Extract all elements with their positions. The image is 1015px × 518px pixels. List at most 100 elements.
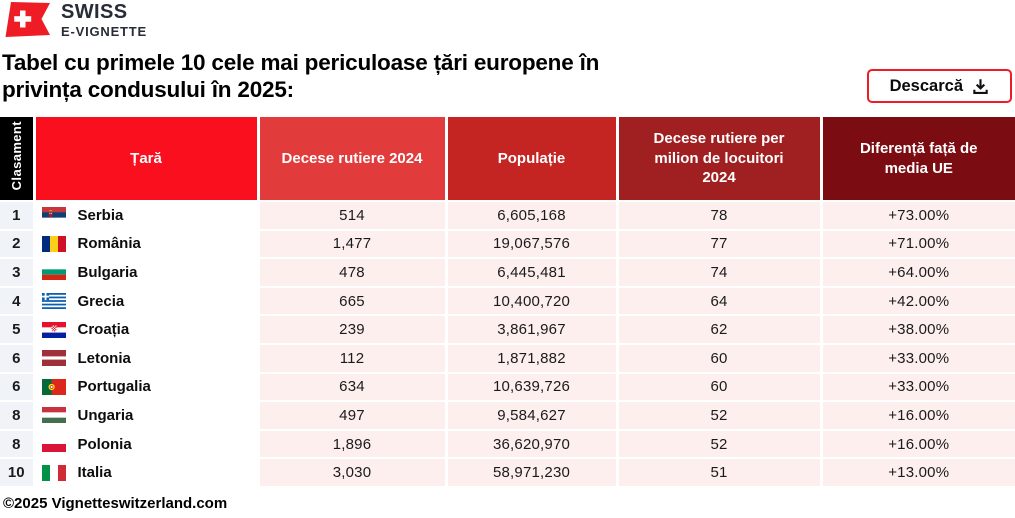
country-cell: România <box>32 228 260 260</box>
latvia-flag-icon <box>41 350 66 367</box>
poland-flag-icon <box>41 436 66 453</box>
country-cell: Croația <box>32 314 260 345</box>
column-header-label: Decese rutiere 2024 <box>281 149 423 167</box>
table-header: Clasament Țară Decese rutiere 2024 Populați… <box>0 117 1015 202</box>
population-cell: 10,400,720 <box>444 285 619 317</box>
country-name: Serbia <box>77 206 124 224</box>
rankings-table: Clasament Țară Decese rutiere 2024 Populați… <box>0 117 1015 488</box>
population-cell: 19,067,576 <box>444 228 619 260</box>
country-wrap: Portugalia <box>36 378 257 395</box>
swiss-flag-icon <box>5 2 50 37</box>
diff-cell: +73.00% <box>819 200 1015 231</box>
country-cell: Italia <box>32 457 260 488</box>
population-cell: 6,445,481 <box>444 257 619 288</box>
country-cell: Ungaria <box>32 400 260 431</box>
italy-flag-icon <box>41 464 66 481</box>
per_million-cell: 64 <box>615 285 823 317</box>
country-cell: Polonia <box>32 428 260 460</box>
country-name: Letonia <box>77 349 131 367</box>
population-cell: 36,620,970 <box>444 428 619 460</box>
country-name: Italia <box>77 464 112 482</box>
rank-cell: 10 <box>0 457 36 488</box>
deaths-cell: 239 <box>256 314 448 345</box>
country-wrap: Bulgaria <box>36 264 257 281</box>
table-row: 6 Portugalia 634 10,639,726 60 +33.00% <box>0 371 1015 403</box>
romania-flag-icon <box>41 235 66 252</box>
diff-cell: +16.00% <box>819 400 1015 431</box>
brand-logo: SWISS E-VIGNETTE <box>3 1 147 38</box>
table-row: 2 România 1,477 19,067,576 77 +71.00% <box>0 228 1015 260</box>
download-button[interactable]: Descarcă <box>866 69 1012 103</box>
diff-cell: +13.00% <box>819 457 1015 488</box>
diff-cell: +71.00% <box>819 228 1015 260</box>
rank-cell: 4 <box>0 285 36 317</box>
diff-cell: +38.00% <box>819 314 1015 345</box>
per_million-cell: 52 <box>615 400 823 431</box>
page-title: Tabel cu primele 10 cele mai periculoase… <box>2 50 600 102</box>
serbia-flag-icon <box>41 207 66 224</box>
rank-cell: 6 <box>0 342 36 374</box>
deaths-cell: 112 <box>256 342 448 374</box>
table-row: 8 Polonia 1,896 36,620,970 52 +16.00% <box>0 428 1015 460</box>
country-wrap: Italia <box>36 464 257 481</box>
column-header-label: Decese rutiere per milion de locuitori 2… <box>653 129 785 187</box>
deaths-cell: 3,030 <box>256 457 448 488</box>
deaths-cell: 1,896 <box>256 428 448 460</box>
rank-cell: 8 <box>0 428 36 460</box>
diff-cell: +64.00% <box>819 257 1015 288</box>
country-name: Bulgaria <box>77 263 138 281</box>
table-row: 1 Serbia 514 6,605,168 78 +73.00% <box>0 200 1015 231</box>
column-header-deaths: Decese rutiere 2024 <box>256 117 448 202</box>
per_million-cell: 51 <box>615 457 823 488</box>
country-name: Croația <box>77 321 130 339</box>
population-cell: 6,605,168 <box>444 200 619 231</box>
rank-cell: 6 <box>0 371 36 403</box>
table-row: 6 Letonia 112 1,871,882 60 +33.00% <box>0 342 1015 374</box>
deaths-cell: 665 <box>256 285 448 317</box>
country-wrap: Grecia <box>36 293 257 310</box>
country-name: Portugalia <box>77 378 151 396</box>
column-header-country: Țară <box>32 117 260 202</box>
country-wrap: Croația <box>36 321 257 338</box>
diff-cell: +33.00% <box>819 371 1015 403</box>
portugal-flag-icon <box>41 378 66 395</box>
country-wrap: Serbia <box>36 207 257 224</box>
per_million-cell: 62 <box>615 314 823 345</box>
greece-flag-icon <box>41 293 66 310</box>
country-wrap: Letonia <box>36 350 257 367</box>
rank-cell: 8 <box>0 400 36 431</box>
column-header-label: Diferență față de media UE <box>859 139 978 177</box>
download-button-label: Descarcă <box>889 76 963 95</box>
table-row: 10 Italia 3,030 58,971,230 51 +13.00% <box>0 457 1015 488</box>
table-body: 1 Serbia 514 6,605,168 78 +73.00% 2 România 1,47… <box>0 200 1015 488</box>
country-wrap: Ungaria <box>36 407 257 424</box>
country-name: Ungaria <box>77 406 134 424</box>
column-header-label: Țară <box>130 149 162 167</box>
rank-cell: 2 <box>0 228 36 260</box>
brand-text: SWISS E-VIGNETTE <box>61 1 147 38</box>
country-name: Grecia <box>77 292 125 310</box>
country-name: România <box>77 235 141 253</box>
hungary-flag-icon <box>41 407 66 424</box>
brand-subname: E-VIGNETTE <box>61 24 148 39</box>
rank-cell: 3 <box>0 257 36 288</box>
population-cell: 9,584,627 <box>444 400 619 431</box>
population-cell: 10,639,726 <box>444 371 619 403</box>
per_million-cell: 60 <box>615 342 823 374</box>
rank-cell: 1 <box>0 200 36 231</box>
per_million-cell: 74 <box>615 257 823 288</box>
country-cell: Portugalia <box>32 371 260 403</box>
deaths-cell: 634 <box>256 371 448 403</box>
country-cell: Bulgaria <box>32 257 260 288</box>
population-cell: 58,971,230 <box>444 457 619 488</box>
croatia-flag-icon <box>41 321 66 338</box>
table-row: 5 Croația 239 3,861,967 62 +38.00% <box>0 314 1015 345</box>
column-header-label: Populație <box>497 149 566 167</box>
country-cell: Serbia <box>32 200 260 231</box>
country-cell: Grecia <box>32 285 260 317</box>
per_million-cell: 78 <box>615 200 823 231</box>
per_million-cell: 52 <box>615 428 823 460</box>
per_million-cell: 60 <box>615 371 823 403</box>
population-cell: 1,871,882 <box>444 342 619 374</box>
country-cell: Letonia <box>32 342 260 374</box>
